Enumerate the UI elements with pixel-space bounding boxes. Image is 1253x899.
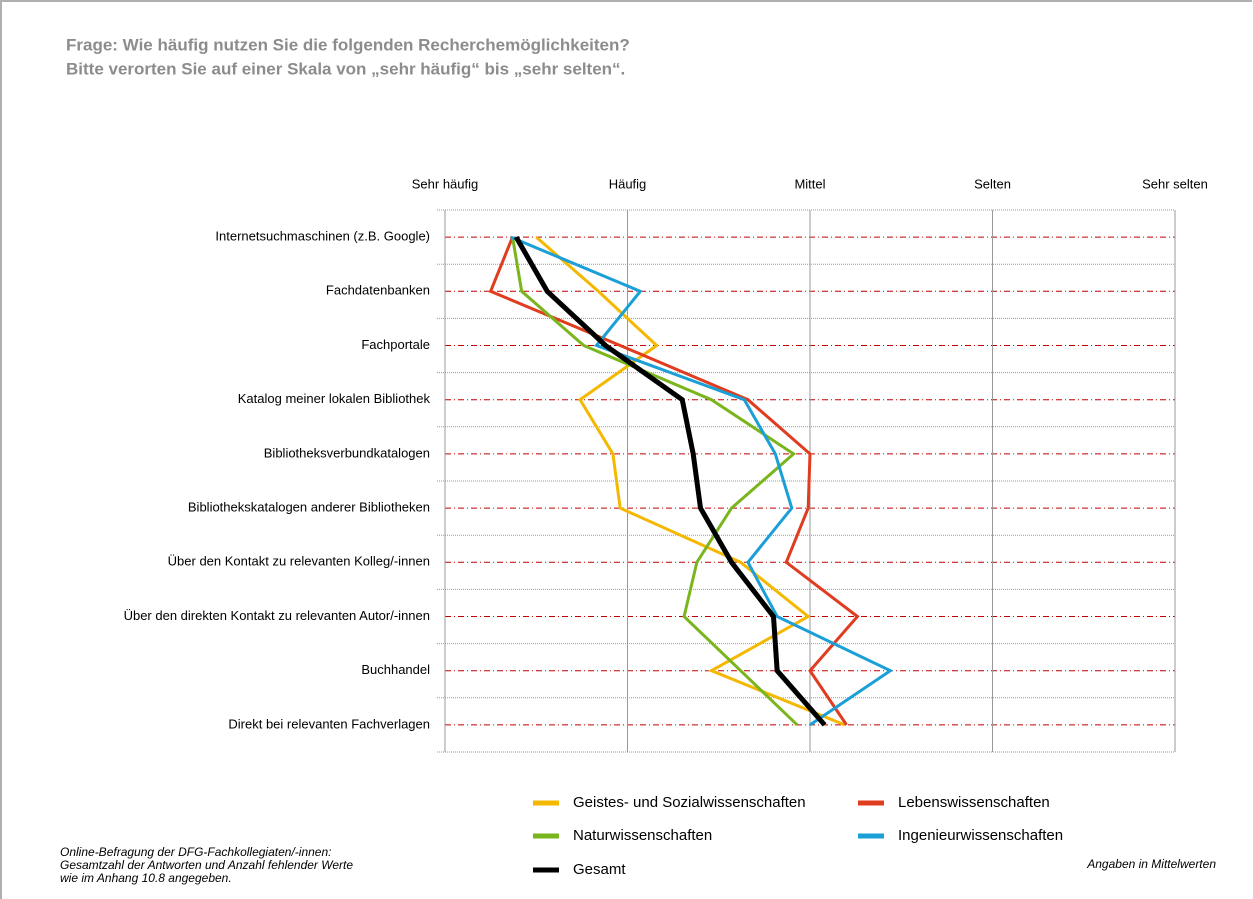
y-tick-label: Katalog meiner lokalen Bibliothek [238, 391, 431, 406]
note: Angaben in Mittelwerten [1086, 857, 1216, 871]
source-note: Online-Befragung der DFG-Fachkollegiaten… [60, 845, 331, 859]
y-tick-label: Fachdatenbanken [326, 283, 430, 298]
source-note: Gesamtzahl der Antworten und Anzahl fehl… [60, 858, 353, 872]
legend-label: Gesamt [573, 861, 626, 878]
y-tick-label: Über den Kontakt zu relevanten Kolleg/-i… [168, 554, 430, 569]
y-tick-label: Bibliothekskatalogen anderer Bibliotheke… [188, 500, 430, 515]
legend-label: Naturwissenschaften [573, 827, 712, 844]
y-tick-label: Internetsuchmaschinen (z.B. Google) [215, 229, 430, 244]
y-tick-label: Direkt bei relevanten Fachverlagen [228, 716, 430, 731]
x-tick-label: Mittel [794, 176, 825, 191]
legend-label: Geistes- und Sozialwissenschaften [573, 794, 806, 811]
x-tick-label: Häufig [609, 176, 647, 191]
y-tick-label: Bibliotheksverbundkatalogen [264, 445, 430, 460]
series-line [510, 235, 894, 727]
x-tick-label: Sehr häufig [412, 176, 479, 191]
source-note: wie im Anhang 10.8 angegeben. [60, 871, 232, 885]
legend-label: Lebenswissenschaften [898, 794, 1050, 811]
y-tick-label: Über den direkten Kontakt zu relevanten … [124, 608, 430, 623]
x-tick-label: Sehr selten [1142, 176, 1208, 191]
series-line [514, 235, 827, 727]
chart-subtitle: Bitte verorten Sie auf einer Skala von „… [66, 59, 625, 78]
series-line [511, 236, 799, 726]
legend-label: Ingenieurwissenschaften [898, 827, 1063, 844]
series-line [535, 235, 846, 727]
x-tick-label: Selten [974, 176, 1011, 191]
chart-title: Frage: Wie häufig nutzen Sie die folgend… [66, 35, 630, 54]
y-tick-label: Fachportale [361, 337, 430, 352]
y-tick-label: Buchhandel [361, 662, 430, 677]
